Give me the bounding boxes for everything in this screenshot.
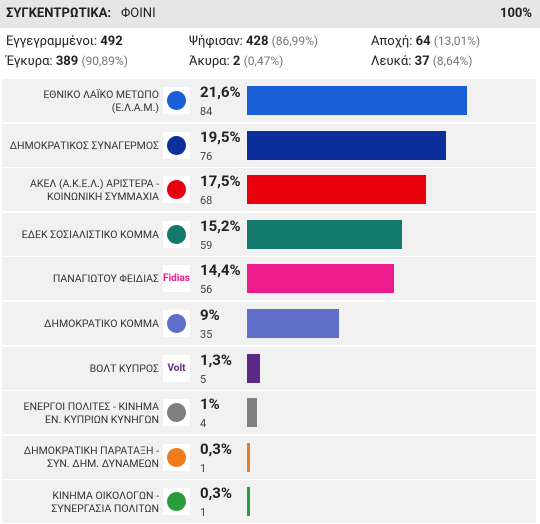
party-logo bbox=[163, 87, 190, 114]
logo-emblem bbox=[167, 91, 186, 110]
party-row: ΔΗΜΟΚΡΑΤΙΚΟΣ ΣΥΝΑΓΕΡΜΟΣ 19,5% 76 bbox=[2, 123, 536, 167]
vote-count: 35 bbox=[200, 328, 213, 341]
logo-emblem bbox=[167, 224, 186, 244]
party-name: ΑΚΕΛ (Α.Κ.Ε.Λ.) ΑΡΙΣΤΕΡΑ - ΚΟΙΝΩΝΙΚΗ ΣΥΜ… bbox=[30, 176, 159, 203]
value-label: 21,6% bbox=[200, 83, 241, 101]
bar bbox=[247, 130, 446, 160]
bar bbox=[247, 353, 261, 383]
logo-emblem bbox=[167, 447, 186, 467]
party-logo bbox=[163, 399, 190, 427]
vote-count: 4 bbox=[200, 417, 207, 431]
stat-label: Άκυρα: bbox=[189, 54, 230, 69]
vote-count: 5 bbox=[200, 372, 207, 386]
bar bbox=[247, 309, 339, 338]
stat: Αποχή: 64 (13,01%) bbox=[371, 34, 480, 49]
party-logo: Volt bbox=[163, 354, 190, 382]
bar bbox=[247, 86, 468, 115]
stat-label: Έγκυρα: bbox=[6, 54, 53, 69]
value-label: 14,4% bbox=[200, 261, 241, 280]
logo-emblem bbox=[167, 135, 186, 155]
header-title: ΣΥΓΚΕΝΤΡΩΤΙΚΑ: bbox=[6, 6, 112, 21]
stat-value: 389 bbox=[55, 54, 79, 69]
value-label: 17,5% bbox=[200, 172, 241, 191]
stat-pct: (86,99%) bbox=[271, 34, 319, 48]
party-logo bbox=[163, 310, 190, 337]
value-label: 1,3% bbox=[200, 350, 232, 369]
value-label: 0,3% bbox=[200, 439, 232, 458]
party-row: ΕΔΕΚ ΣΟΣΙΑΛΙΣΤΙΚΟ ΚΟΜΜΑ 15,2% 59 bbox=[2, 212, 536, 256]
vote-count: 1 bbox=[200, 461, 207, 475]
vote-count: 56 bbox=[200, 283, 213, 297]
stat-pct: (0,47%) bbox=[243, 54, 284, 68]
party-name: ΚΙΝΗΜΑ ΟΙΚΟΛΟΓΩΝ - ΣΥΝΕΡΓΑΣΙΑ ΠΟΛΙΤΩΝ bbox=[51, 488, 159, 515]
party-name: ΔΗΜΟΚΡΑΤΙΚΟΣ ΣΥΝΑΓΕΡΜΟΣ bbox=[9, 138, 159, 152]
stat-value: 64 bbox=[415, 34, 431, 49]
stat-label: Λευκά: bbox=[371, 54, 412, 69]
vote-count: 84 bbox=[200, 105, 213, 118]
stat: Ψήφισαν: 428 (86,99%) bbox=[189, 34, 318, 49]
logo-emblem bbox=[167, 180, 186, 200]
logo-emblem bbox=[167, 403, 186, 423]
logo-emblem bbox=[167, 492, 186, 512]
party-name: ΕΘΝΙΚΟ ΛΑΪΚΟ ΜΕΤΩΠΟ (Ε.Λ.Α.Μ.) bbox=[43, 87, 159, 114]
bar bbox=[247, 264, 394, 294]
stat-label: Εγγεγραμμένοι: bbox=[6, 34, 98, 49]
logo-text: Volt bbox=[167, 362, 186, 374]
stat-pct: (8,64%) bbox=[432, 54, 473, 68]
header-place: ΦΟΙΝΙ bbox=[121, 6, 156, 21]
bar bbox=[247, 219, 403, 249]
party-row: ΑΚΕΛ (Α.Κ.Ε.Λ.) ΑΡΙΣΤΕΡΑ - ΚΟΙΝΩΝΙΚΗ ΣΥΜ… bbox=[2, 168, 536, 212]
party-row: ΔΗΜΟΚΡΑΤΙΚΗ ΠΑΡΑΤΑΞΗ - ΣΥΝ. ΔΗΜ. ΔΥΝΑΜΕΩ… bbox=[2, 435, 536, 479]
value-label: 9% bbox=[200, 306, 220, 324]
bar bbox=[247, 442, 251, 472]
party-row: ΒΟΛΤ ΚΥΠΡΟΣ Volt 1,3% 5 bbox=[2, 346, 536, 390]
bar bbox=[247, 398, 258, 428]
vote-count: 1 bbox=[200, 506, 207, 520]
value-label: 15,2% bbox=[200, 216, 241, 235]
stat-value: 428 bbox=[246, 34, 269, 49]
header-progress: 100% bbox=[500, 6, 532, 21]
stat-value: 37 bbox=[414, 54, 430, 69]
vote-count: 76 bbox=[200, 149, 213, 163]
value-label: 1% bbox=[200, 395, 220, 414]
stat-label: Ψήφισαν: bbox=[189, 34, 243, 49]
value-label: 0,3% bbox=[200, 484, 232, 503]
party-logo bbox=[163, 488, 190, 516]
stat-value: 492 bbox=[100, 34, 123, 49]
party-logo bbox=[163, 131, 190, 159]
party-row: ΕΝΕΡΓΟΙ ΠΟΛΙΤΕΣ - ΚΙΝΗΜΑ ΕΝ. ΚΥΠΡΙΩΝ ΚΥΝ… bbox=[2, 391, 536, 435]
value-label: 19,5% bbox=[200, 127, 241, 146]
party-logo bbox=[163, 443, 190, 471]
party-name: ΕΝΕΡΓΟΙ ΠΟΛΙΤΕΣ - ΚΙΝΗΜΑ ΕΝ. ΚΥΠΡΙΩΝ ΚΥΝ… bbox=[23, 399, 159, 426]
logo-text: Fidias bbox=[163, 273, 190, 285]
stat-pct: (13,01%) bbox=[433, 34, 481, 48]
stat-value: 2 bbox=[232, 54, 241, 69]
party-row: ΔΗΜΟΚΡΑΤΙΚΟ ΚΟΜΜΑ 9% 35 bbox=[2, 302, 536, 345]
party-name: ΠΑΝΑΓΙΩΤΟΥ ΦΕΙΔΙΑΣ bbox=[52, 272, 159, 286]
party-name: ΕΔΕΚ ΣΟΣΙΑΛΙΣΤΙΚΟ ΚΟΜΜΑ bbox=[21, 227, 159, 241]
party-row: ΠΑΝΑΓΙΩΤΟΥ ΦΕΙΔΙΑΣ Fidias 14,4% 56 bbox=[2, 257, 536, 301]
stat-pct: (90,89%) bbox=[81, 54, 128, 68]
bar bbox=[247, 487, 251, 517]
party-row: ΕΘΝΙΚΟ ΛΑΪΚΟ ΜΕΤΩΠΟ (Ε.Λ.Α.Μ.) 21,6% 84 bbox=[2, 79, 536, 122]
party-logo bbox=[163, 220, 190, 248]
party-name: ΔΗΜΟΚΡΑΤΙΚΗ ΠΑΡΑΤΑΞΗ - ΣΥΝ. ΔΗΜ. ΔΥΝΑΜΕΩ… bbox=[23, 444, 159, 471]
stat-label: Αποχή: bbox=[371, 34, 413, 49]
party-row: ΚΙΝΗΜΑ ΟΙΚΟΛΟΓΩΝ - ΣΥΝΕΡΓΑΣΙΑ ΠΟΛΙΤΩΝ 0,3… bbox=[2, 480, 536, 524]
vote-count: 68 bbox=[200, 194, 213, 208]
party-logo bbox=[163, 176, 190, 204]
vote-count: 59 bbox=[200, 238, 213, 252]
party-logo: Fidias bbox=[163, 265, 190, 293]
party-name: ΔΗΜΟΚΡΑΤΙΚΟ ΚΟΜΜΑ bbox=[44, 317, 159, 330]
bar bbox=[247, 175, 426, 205]
stat: Εγγεγραμμένοι: 492 bbox=[6, 34, 123, 49]
party-name: ΒΟΛΤ ΚΥΠΡΟΣ bbox=[89, 361, 159, 375]
header: ΣΥΓΚΕΝΤΡΩΤΙΚΑ: ΦΟΙΝΙ 100% bbox=[0, 0, 540, 28]
logo-emblem bbox=[167, 314, 186, 333]
stat: Άκυρα: 2 (0,47%) bbox=[189, 54, 283, 69]
stat: Έγκυρα: 389 (90,89%) bbox=[6, 54, 128, 69]
stat: Λευκά: 37 (8,64%) bbox=[371, 54, 472, 69]
